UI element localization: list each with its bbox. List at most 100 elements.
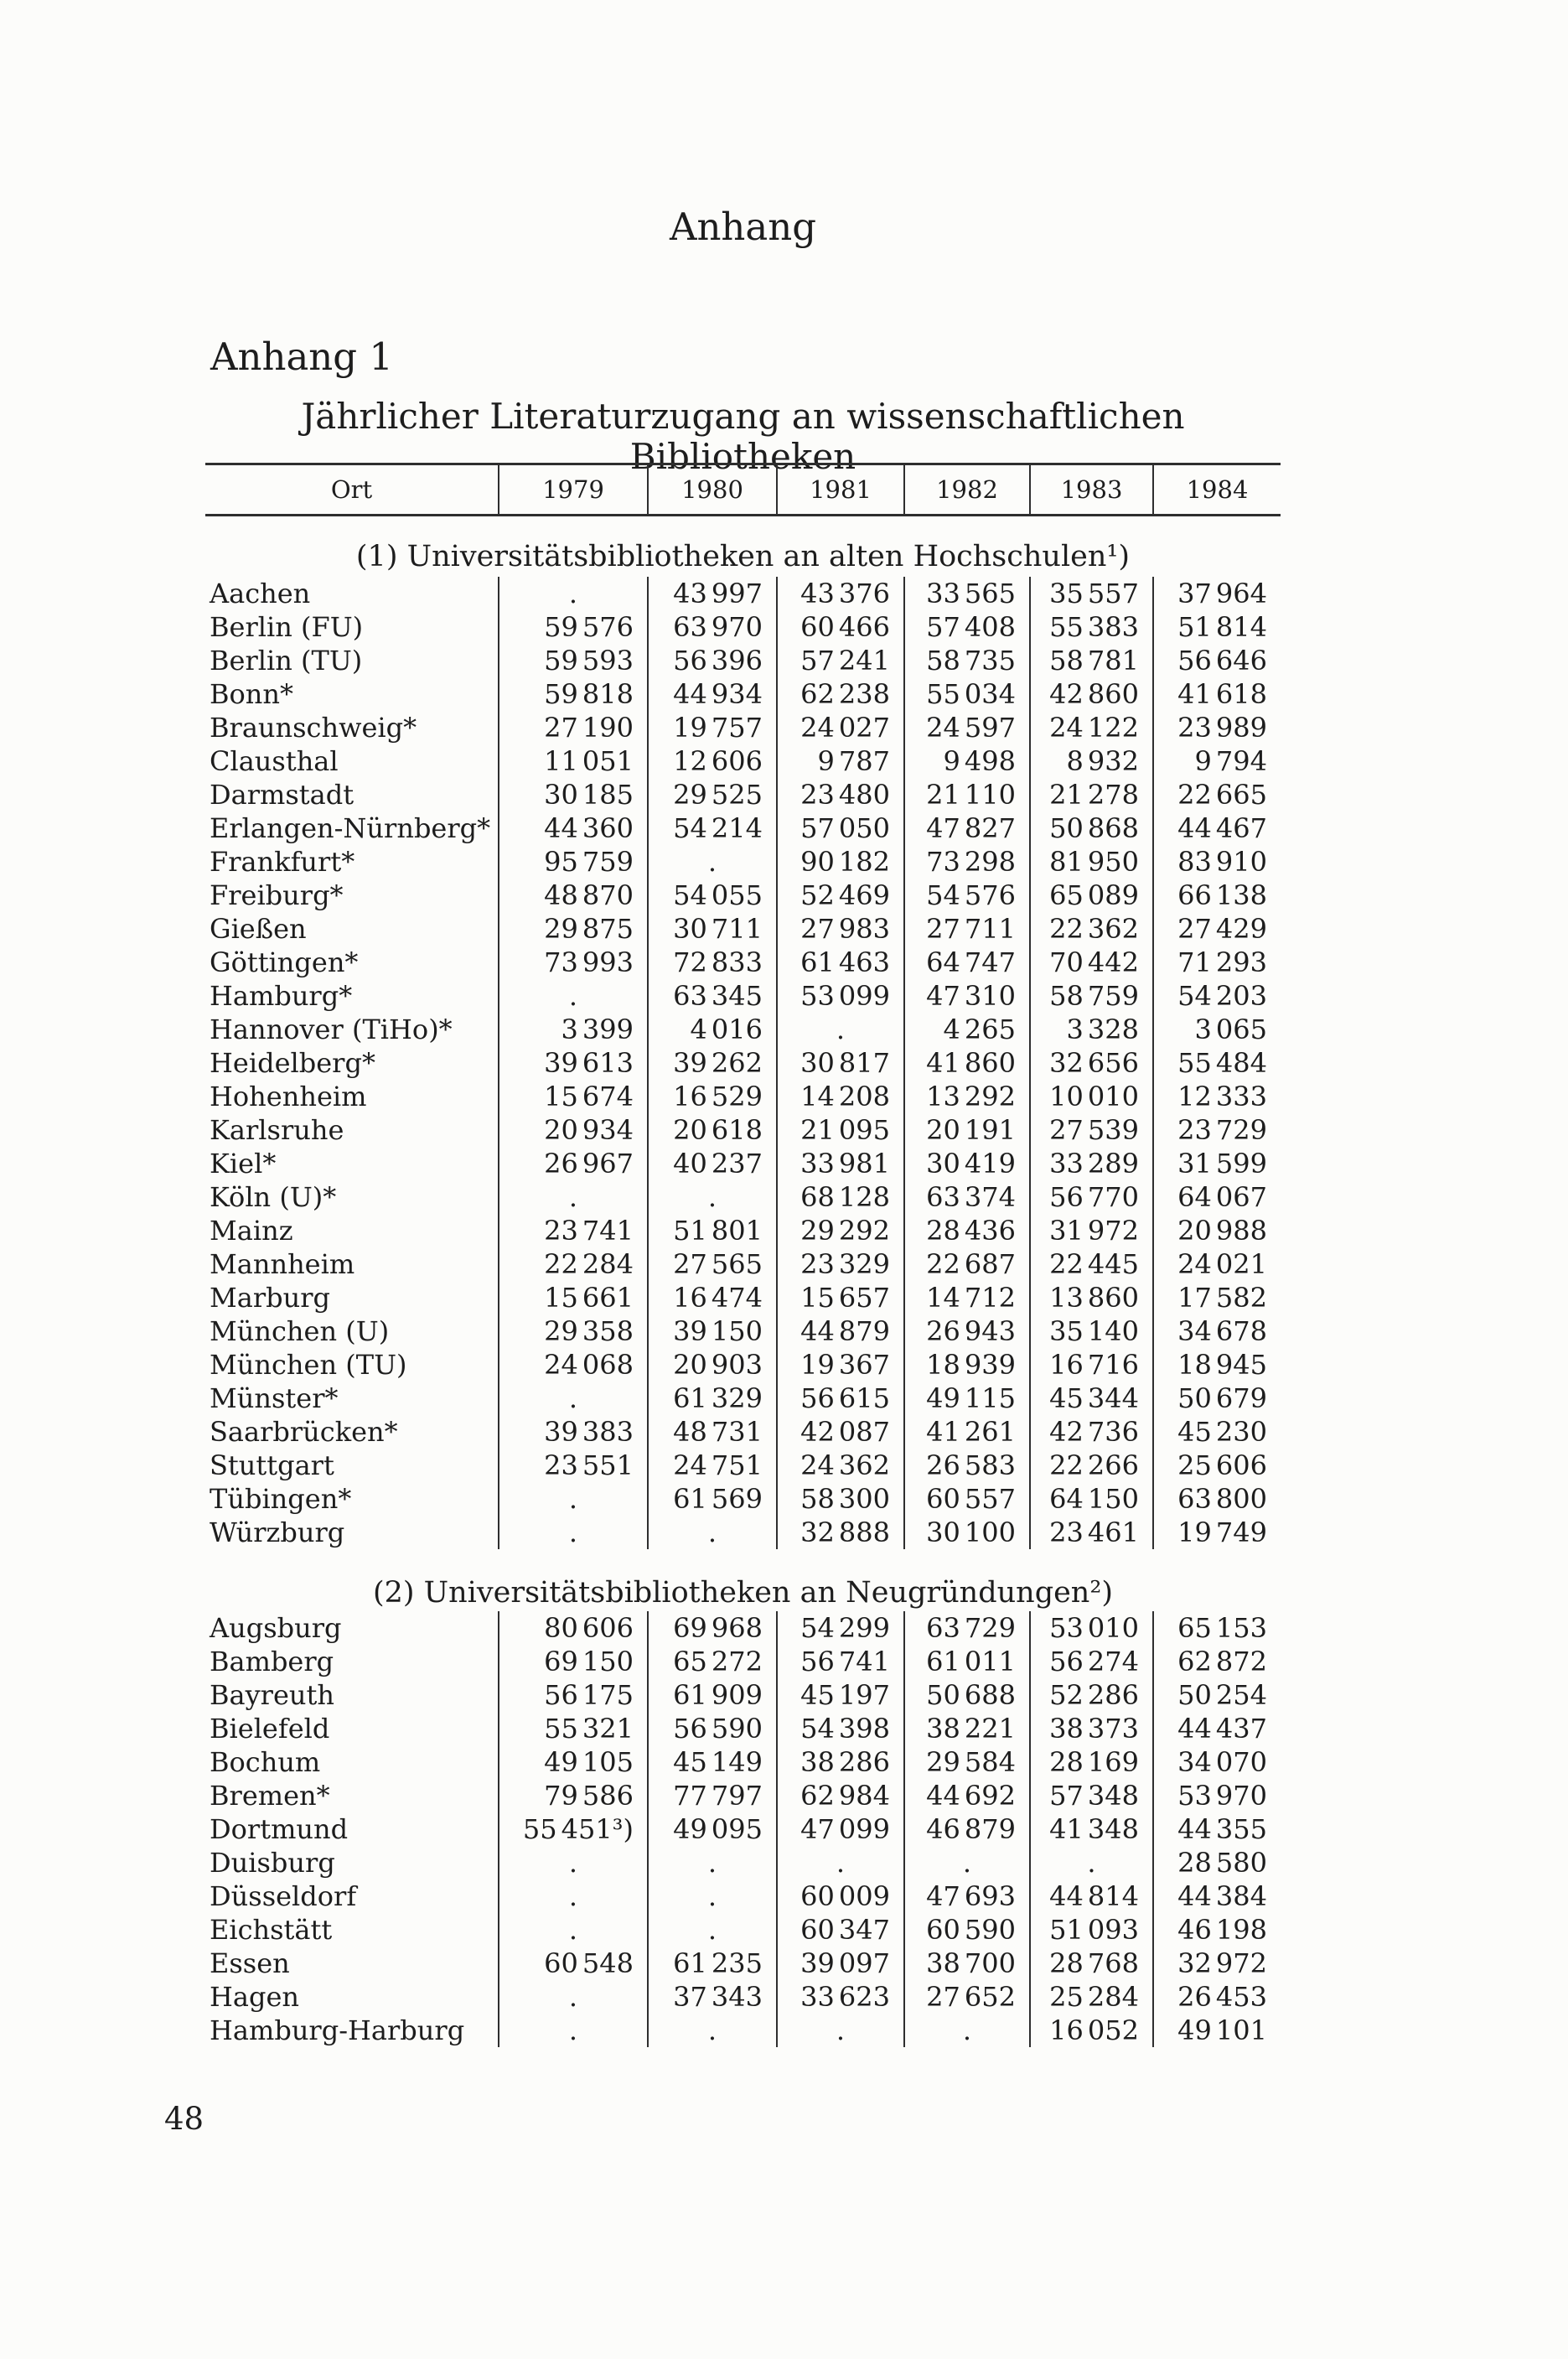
value-cell: 55 484 [1177, 1047, 1267, 1079]
value-cell: 71 293 [1177, 946, 1267, 978]
ort-cell: Stuttgart [205, 1449, 499, 1482]
value-cell: 22 687 [905, 1247, 1031, 1281]
missing-value-cell: . [499, 1382, 649, 1415]
table-row: Dortmund 55 451³) 49 095 47 099 46 879 41 348… [205, 1812, 1281, 1846]
value-cell: 21 095 [778, 1113, 905, 1147]
ort-cell: Hamburg* [205, 979, 499, 1013]
value-cell: 39 097 [778, 1947, 905, 1980]
value-cell: 16 529 [649, 1080, 778, 1113]
table-row: Clausthal 11 051 12 606 9 787 9 498 8 932 9 79… [205, 744, 1281, 778]
value-cell: 30 185 [499, 778, 649, 811]
value-cell: 58 781 [1031, 644, 1154, 677]
table-row: München (TU) 24 068 20 903 19 367 18 939 16 7… [205, 1348, 1281, 1382]
table-row: Göttingen* 73 993 72 833 61 463 64 747 70 442… [205, 946, 1281, 979]
value-cell: 32 656 [1031, 1046, 1154, 1080]
value-cell: 8 932 [1031, 744, 1154, 778]
table-row: Bayreuth 56 175 61 909 45 197 50 688 52 286 50… [205, 1678, 1281, 1712]
table-row: Braunschweig* 27 190 19 757 24 027 24 597 24 … [205, 711, 1281, 744]
value-cell: 64 747 [905, 946, 1031, 979]
table-row: Freiburg* 48 870 54 055 52 469 54 576 65 089 6… [205, 879, 1281, 912]
value-cell: 56 770 [1031, 1180, 1154, 1214]
value-cell: 27 429 [1177, 913, 1267, 945]
value-cell: 42 860 [1031, 677, 1154, 711]
value-cell: 44 934 [649, 677, 778, 711]
column-header-1984: 1984 [1186, 475, 1249, 504]
ort-cell: Bielefeld [205, 1712, 499, 1745]
ort-cell: Tübingen* [205, 1482, 499, 1516]
value-cell: 4 016 [649, 1013, 778, 1046]
value-cell: 27 190 [499, 711, 649, 744]
value-cell: 48 870 [499, 879, 649, 912]
value-cell: 63 970 [649, 610, 778, 644]
value-cell: 54 299 [778, 1611, 905, 1645]
value-cell: 50 254 [1177, 1679, 1267, 1711]
value-cell: 64 067 [1177, 1181, 1267, 1213]
missing-value-cell: . [778, 1846, 905, 1879]
value-cell: 30 419 [905, 1147, 1031, 1180]
value-cell: 21 278 [1031, 778, 1154, 811]
value-cell: 54 055 [649, 879, 778, 912]
value-cell: 72 833 [649, 946, 778, 979]
value-cell: 20 903 [649, 1348, 778, 1382]
value-cell: 77 797 [649, 1779, 778, 1812]
ort-cell: Hamburg-Harburg [205, 2014, 499, 2047]
ort-cell: Berlin (TU) [205, 644, 499, 677]
value-cell: 60 548 [499, 1947, 649, 1980]
value-cell: 57 241 [778, 644, 905, 677]
running-head: Anhang [669, 205, 817, 249]
value-cell: 33 565 [905, 577, 1031, 610]
value-cell: 19 757 [649, 711, 778, 744]
value-cell: 24 597 [905, 711, 1031, 744]
missing-value-cell: . [499, 1913, 649, 1947]
value-cell: 3 399 [499, 1013, 649, 1046]
value-cell: 46 198 [1177, 1914, 1267, 1946]
value-cell: 44 355 [1177, 1813, 1267, 1845]
ort-cell: Berlin (FU) [205, 610, 499, 644]
value-cell: 47 099 [778, 1812, 905, 1846]
value-cell: 21 110 [905, 778, 1031, 811]
ort-cell: Karlsruhe [205, 1113, 499, 1147]
value-cell: 55 383 [1031, 610, 1154, 644]
value-cell: 12 606 [649, 744, 778, 778]
value-cell: 27 711 [905, 912, 1031, 946]
value-cell: 38 286 [778, 1745, 905, 1779]
value-cell: 73 298 [905, 845, 1031, 879]
value-cell: 45 149 [649, 1745, 778, 1779]
value-cell: 66 138 [1177, 879, 1267, 911]
missing-value-cell: . [499, 577, 649, 610]
ort-cell: Bonn* [205, 677, 499, 711]
value-cell: 59 593 [499, 644, 649, 677]
value-cell: 42 736 [1031, 1415, 1154, 1449]
table-row: Hamburg-Harburg.... 16 052 49 101 [205, 2014, 1281, 2047]
ort-cell: Clausthal [205, 744, 499, 778]
missing-value-cell: . [649, 1516, 778, 1549]
table-row: Berlin (TU) 59 593 56 396 57 241 58 735 58 78… [205, 644, 1281, 677]
value-cell: 32 972 [1177, 1947, 1267, 1979]
table-row: Bielefeld 55 321 56 590 54 398 38 221 38 373 4… [205, 1712, 1281, 1745]
missing-value-cell: . [499, 1980, 649, 2014]
value-cell: 69 968 [649, 1611, 778, 1645]
ort-cell: Eichstätt [205, 1913, 499, 1947]
value-cell: 9 498 [905, 744, 1031, 778]
missing-value-cell: . [649, 1180, 778, 1214]
value-cell: 41 618 [1177, 678, 1267, 710]
value-cell: 63 800 [1177, 1483, 1267, 1515]
value-cell: 60 590 [905, 1913, 1031, 1947]
ort-cell: Würzburg [205, 1516, 499, 1549]
value-cell: 35 557 [1031, 577, 1154, 610]
value-cell: 23 329 [778, 1247, 905, 1281]
value-cell: 73 993 [499, 946, 649, 979]
table-row: Augsburg 80 606 69 968 54 299 63 729 53 010 65… [205, 1611, 1281, 1645]
value-cell: 25 284 [1031, 1980, 1154, 2014]
value-cell: 22 362 [1031, 912, 1154, 946]
value-cell: 28 580 [1177, 1847, 1267, 1879]
ort-cell: Bamberg [205, 1645, 499, 1678]
value-cell: 37 964 [1177, 578, 1267, 609]
missing-value-cell: . [778, 2014, 905, 2047]
value-cell: 24 122 [1031, 711, 1154, 744]
table-row: Gießen 29 875 30 711 27 983 27 711 22 362 27 4… [205, 912, 1281, 946]
value-cell: 4 265 [905, 1013, 1031, 1046]
value-cell: 22 284 [499, 1247, 649, 1281]
value-cell: 53 099 [778, 979, 905, 1013]
value-cell: 23 461 [1031, 1516, 1154, 1549]
